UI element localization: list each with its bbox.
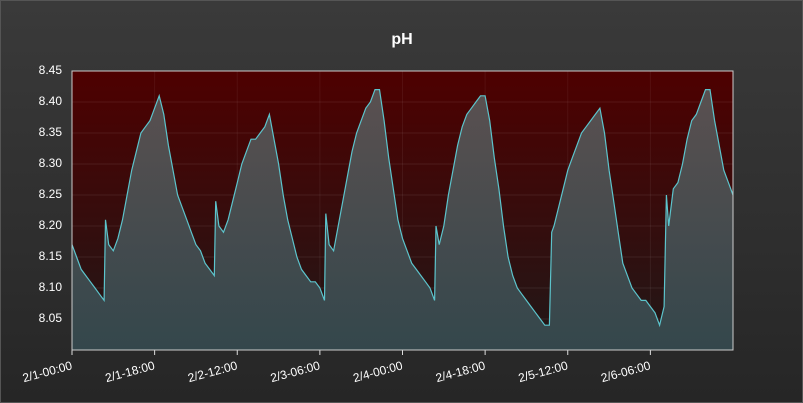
chart-title: pH xyxy=(391,31,412,48)
plot-border xyxy=(71,70,734,351)
y-tick-label: 8.45 xyxy=(39,63,63,77)
y-tick-label: 8.20 xyxy=(39,218,63,232)
y-tick-label: 8.30 xyxy=(39,156,63,170)
y-tick-label: 8.15 xyxy=(39,249,63,263)
y-tick-label: 8.10 xyxy=(39,280,63,294)
y-tick-label: 8.25 xyxy=(39,187,63,201)
line xyxy=(71,89,734,328)
y-tick-label: 8.40 xyxy=(39,94,63,108)
area xyxy=(72,89,733,350)
y-tick-label: 8.05 xyxy=(39,311,63,325)
y-tick-label: 8.35 xyxy=(39,125,63,139)
